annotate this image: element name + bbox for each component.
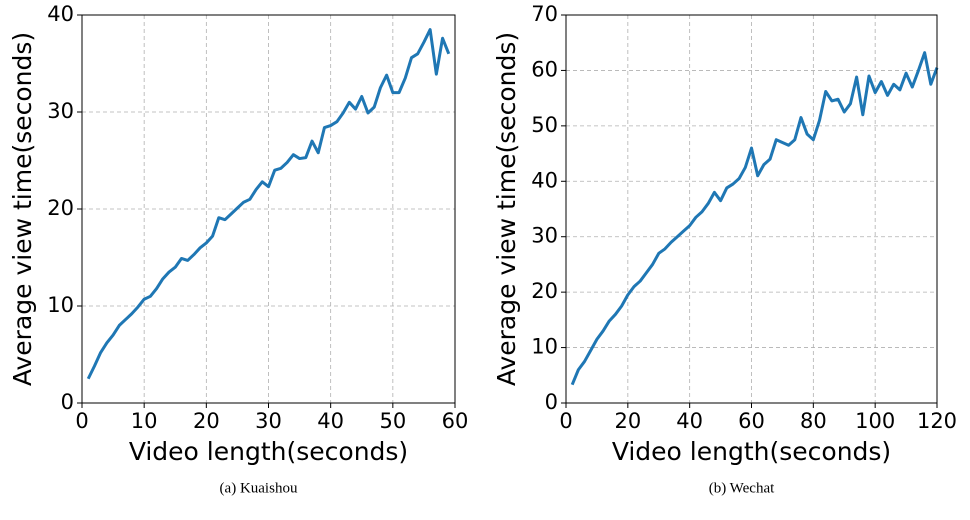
x-tick-label: 40 — [676, 409, 703, 433]
x-tick-label: 0 — [75, 409, 88, 433]
plot-frame — [565, 14, 938, 404]
x-tick-label: 60 — [738, 409, 765, 433]
plot-frame — [81, 14, 456, 404]
y-axis-label: Average view time(seconds) — [492, 32, 521, 386]
y-tick-label: 50 — [531, 113, 558, 137]
x-tick-label: 50 — [379, 409, 406, 433]
y-tick-label: 20 — [47, 196, 74, 220]
y-tick-label: 70 — [531, 2, 558, 26]
caption: (b) Wechat — [709, 480, 775, 496]
x-tick-label: 0 — [559, 409, 572, 433]
caption: (a) Kuaishou — [220, 480, 298, 496]
y-tick-label: 10 — [531, 335, 558, 359]
x-tick-label: 10 — [131, 409, 158, 433]
y-tick-label: 40 — [531, 168, 558, 192]
y-tick-label: 40 — [47, 2, 74, 26]
y-axis-label: Average view time(seconds) — [8, 32, 37, 386]
x-axis-label: Video length(seconds) — [612, 437, 891, 466]
data-line — [86, 28, 451, 380]
x-tick-label: 100 — [855, 409, 895, 433]
y-tick-label: 20 — [531, 279, 558, 303]
y-tick-label: 30 — [531, 224, 558, 248]
y-tick-label: 0 — [545, 390, 558, 414]
x-tick-label: 60 — [442, 409, 469, 433]
x-tick-label: 20 — [193, 409, 220, 433]
x-tick-label: 40 — [317, 409, 344, 433]
data-line — [570, 51, 939, 386]
x-tick-label: 20 — [614, 409, 641, 433]
y-tick-label: 30 — [47, 99, 74, 123]
x-axis-label: Video length(seconds) — [129, 437, 408, 466]
x-tick-label: 80 — [800, 409, 827, 433]
y-tick-label: 0 — [61, 390, 74, 414]
y-tick-label: 10 — [47, 293, 74, 317]
x-tick-label: 120 — [917, 409, 957, 433]
y-tick-label: 60 — [531, 57, 558, 81]
x-tick-label: 30 — [255, 409, 282, 433]
